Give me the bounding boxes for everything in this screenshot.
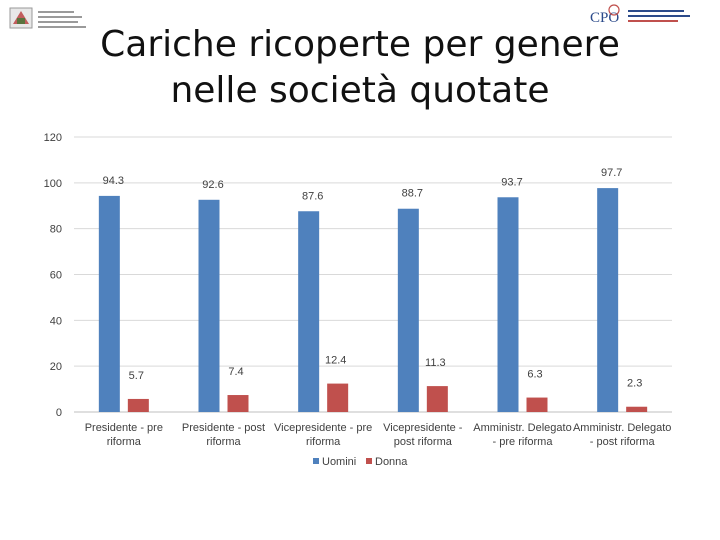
y-tick-label: 60 bbox=[50, 270, 62, 282]
category-label: Vicepresidente - pre bbox=[274, 422, 372, 434]
x-axis-labels: Presidente - pre riforma Presidente - post… bbox=[85, 422, 672, 448]
bar-donna bbox=[127, 398, 149, 412]
bars bbox=[98, 188, 648, 412]
slide-title: Cariche ricoperte per genere nelle socie… bbox=[100, 24, 620, 111]
data-label: 92.6 bbox=[202, 179, 223, 191]
legend: Uomini Donna bbox=[313, 456, 408, 468]
bar-uomini bbox=[497, 197, 519, 412]
data-label: 87.6 bbox=[302, 190, 323, 202]
y-tick-label: 0 bbox=[56, 407, 62, 419]
category-label: Presidente - pre bbox=[85, 422, 163, 434]
category-label: Amministr. Delegato bbox=[573, 422, 671, 434]
legend-label: Donna bbox=[375, 456, 408, 468]
y-tick-label: 20 bbox=[50, 361, 62, 373]
y-tick-label: 80 bbox=[50, 224, 62, 236]
cpo-logo: CPO bbox=[588, 4, 698, 28]
category-label: riforma bbox=[206, 436, 241, 448]
bar-uomini bbox=[597, 188, 619, 412]
data-label: 11.3 bbox=[425, 357, 446, 369]
data-label: 5.7 bbox=[129, 370, 144, 382]
category-label: riforma bbox=[306, 436, 341, 448]
category-label: Vicepresidente - bbox=[383, 422, 463, 434]
data-labels: 94.3 5.7 92.6 7.4 87.6 12.4 88.7 11.3 93.7 6.3 97.… bbox=[103, 167, 643, 390]
y-axis: 0 20 40 60 80 100 120 bbox=[44, 132, 62, 419]
data-label: 88.7 bbox=[402, 188, 423, 200]
data-label: 97.7 bbox=[601, 167, 622, 179]
bar-uomini bbox=[397, 208, 419, 412]
legend-swatch bbox=[313, 458, 319, 464]
category-label: Amministr. Delegato bbox=[473, 422, 571, 434]
bar-donna bbox=[526, 397, 548, 412]
legend-swatch bbox=[366, 458, 372, 464]
ministry-crest-logo bbox=[8, 6, 108, 32]
data-label: 7.4 bbox=[228, 366, 243, 378]
data-label: 93.7 bbox=[501, 176, 522, 188]
bar-donna bbox=[327, 383, 349, 412]
data-label: 6.3 bbox=[527, 369, 542, 381]
bar-uomini bbox=[298, 211, 320, 412]
category-label: riforma bbox=[107, 436, 142, 448]
bar-donna bbox=[426, 386, 448, 412]
data-label: 12.4 bbox=[325, 355, 346, 367]
data-label: 2.3 bbox=[627, 378, 642, 390]
bar-donna bbox=[626, 406, 648, 412]
category-label: - post riforma bbox=[590, 436, 656, 448]
category-label: - pre riforma bbox=[493, 436, 554, 448]
bar-uomini bbox=[98, 195, 120, 412]
y-tick-label: 100 bbox=[44, 178, 62, 190]
y-tick-label: 120 bbox=[44, 132, 62, 144]
category-label: post riforma bbox=[394, 436, 453, 448]
legend-label: Uomini bbox=[322, 456, 356, 468]
data-label: 94.3 bbox=[103, 175, 124, 187]
category-label: Presidente - post bbox=[182, 422, 265, 434]
bar-donna bbox=[227, 395, 249, 412]
y-tick-label: 40 bbox=[50, 315, 62, 327]
bar-uomini bbox=[198, 199, 220, 412]
gridlines bbox=[74, 136, 672, 413]
